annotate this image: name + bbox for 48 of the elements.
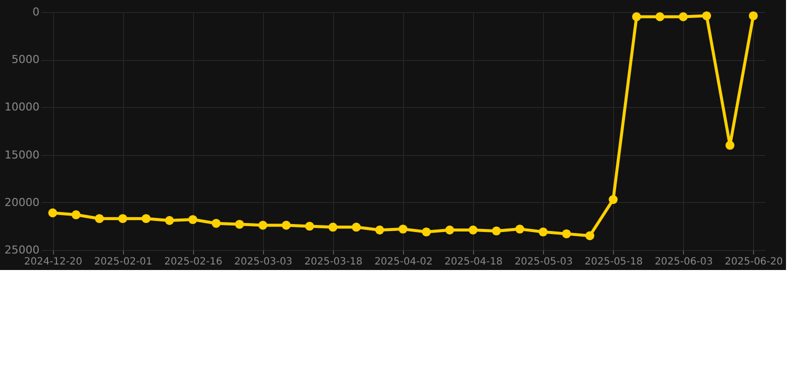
point <box>445 226 454 234</box>
point <box>702 11 712 20</box>
y-tick-label: 15000 <box>4 148 40 162</box>
point <box>422 227 431 236</box>
point <box>748 11 758 20</box>
point <box>678 12 688 22</box>
y-tick-label: 25000 <box>4 244 40 256</box>
point <box>608 195 618 204</box>
point <box>305 222 314 231</box>
point <box>212 218 221 228</box>
point <box>632 12 642 22</box>
point <box>142 214 151 224</box>
x-tick-label: 2024-12-20 <box>24 256 82 268</box>
x-tick-label: 2025-05-03 <box>514 256 573 268</box>
point <box>235 220 244 229</box>
x-tick-label: 2025-02-16 <box>164 256 222 268</box>
x-tick-label: 2025-04-18 <box>444 256 503 268</box>
point <box>515 224 524 234</box>
y-tick-label: 5000 <box>12 53 40 66</box>
point <box>328 222 338 232</box>
point <box>468 226 478 234</box>
y-tick-label: 0 <box>32 6 40 18</box>
point <box>48 208 58 218</box>
point <box>655 12 664 22</box>
point <box>562 229 571 238</box>
point <box>538 227 548 236</box>
point <box>352 222 361 232</box>
y-tick-label: 20000 <box>4 196 40 209</box>
y-tick-label: 10000 <box>4 100 40 114</box>
point <box>72 210 81 220</box>
x-tick-label: 2025-03-03 <box>234 256 292 268</box>
point <box>375 226 384 234</box>
point <box>585 231 594 240</box>
point <box>118 214 128 224</box>
point <box>164 216 174 225</box>
point <box>398 224 408 234</box>
point <box>188 215 198 224</box>
x-tick-label: 2025-02-01 <box>94 256 152 268</box>
x-tick-label: 2025-03-18 <box>304 256 362 268</box>
point <box>725 140 734 150</box>
point <box>282 220 291 230</box>
point <box>492 226 501 236</box>
point <box>258 220 268 230</box>
point <box>94 214 104 224</box>
x-tick-label: 2025-06-03 <box>654 256 713 268</box>
x-tick-label: 2025-06-20 <box>724 256 783 268</box>
x-tick-label: 2025-05-18 <box>584 256 643 268</box>
x-tick-label: 2025-04-02 <box>374 256 433 268</box>
